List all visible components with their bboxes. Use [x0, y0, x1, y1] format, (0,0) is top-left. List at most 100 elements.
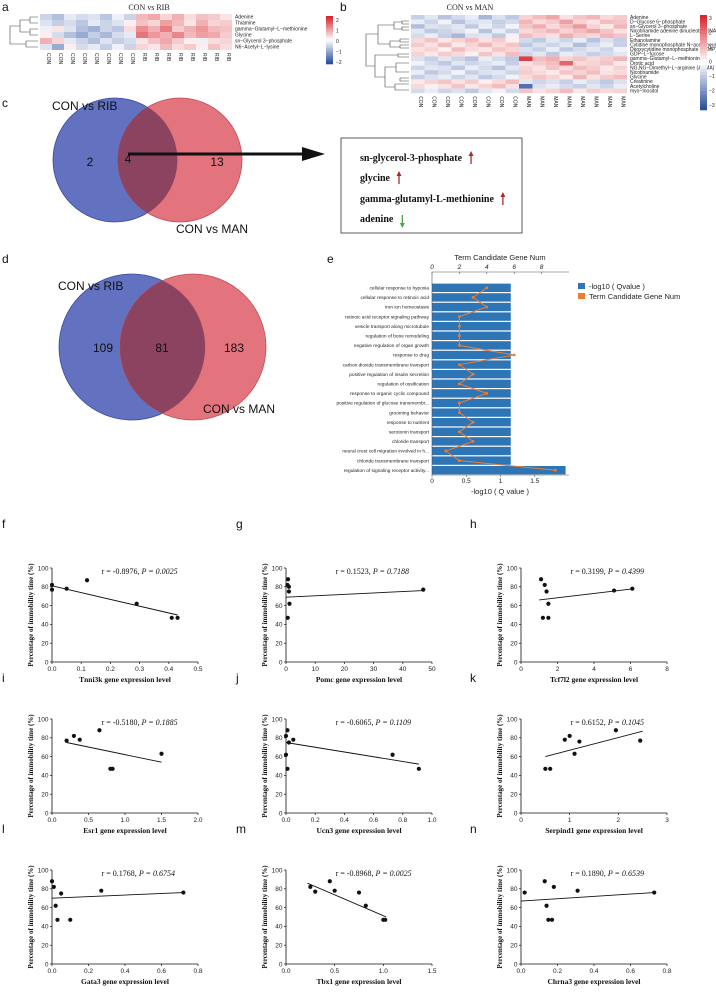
bar — [432, 312, 511, 321]
y-tick-label: 60 — [275, 603, 283, 610]
heatmap-cell — [532, 70, 546, 75]
data-point — [283, 752, 289, 757]
heatmap-cell — [505, 28, 519, 34]
y-axis-label: Percentage of immobility time (%) — [496, 563, 504, 667]
heatmap-cell — [172, 14, 184, 20]
category-label: neural crest cell migration involved in … — [342, 449, 429, 455]
y-tick-label: 60 — [275, 905, 283, 912]
heatmap-cell — [88, 14, 100, 20]
bar — [432, 466, 566, 475]
heatmap-cell — [424, 33, 438, 38]
legend-swatch-bar — [578, 283, 585, 289]
heatmap-col-label: MAN — [620, 96, 626, 108]
y-tick-label: 80 — [41, 735, 49, 742]
heatmap-cell — [573, 56, 587, 61]
heatmap-cell — [546, 65, 560, 71]
heatmap-cell — [424, 70, 438, 75]
r-value: r = -0.6065, — [336, 718, 376, 727]
heatmap-cell — [505, 15, 519, 20]
x-tick-label: 0.5 — [330, 968, 339, 975]
scatter-plot-n: 0 20 40 60 80 100 0.0 0.2 0.4 0.6 0.8 r = 0.1890, P… — [496, 865, 672, 986]
heatmap-cell — [465, 24, 479, 29]
p-value: P = 0.0025 — [140, 567, 177, 576]
category-label: cellular response to retinoic acid — [360, 295, 429, 301]
heatmap-row-label: sn−Glycerol 3−phosphate — [235, 39, 292, 45]
heatmap-cell — [451, 38, 465, 43]
heatmap-cell — [478, 79, 492, 84]
x-tick-label: 30 — [370, 666, 378, 673]
data-point — [630, 586, 635, 591]
r-value: r = -0.8968, — [336, 869, 376, 878]
heatmap-cell — [532, 42, 546, 48]
heatmap-row-label: Glycine — [630, 75, 647, 81]
heatmap-cell — [172, 44, 184, 50]
heatmap-cell — [451, 28, 465, 34]
legend-swatch — [700, 15, 707, 19]
heatmap-cell — [613, 84, 627, 89]
heatmap-cell — [52, 14, 64, 20]
x-axis-label: -log10 ( Q value ) — [471, 487, 529, 496]
panel-letter-g: g — [236, 517, 243, 531]
heatmap-cell — [465, 33, 479, 38]
category-label: vesicle transport along microtubule — [355, 324, 429, 330]
heatmap-cell — [505, 19, 519, 25]
heatmap-row-label: D−Glucose 6−phosphate — [630, 19, 686, 25]
heatmap-cell — [411, 61, 425, 66]
heatmap-col-label: MAN — [552, 96, 558, 108]
heatmap-row-label: Glycine — [235, 33, 252, 39]
heatmap-cell — [573, 88, 587, 94]
heatmap-col-label: CON — [498, 96, 504, 108]
heatmap-cell — [148, 26, 160, 32]
panel-letter-n: n — [470, 822, 477, 836]
heatmap-cell — [438, 28, 452, 34]
x-axis-label: Serpind1 gene expression level — [545, 826, 643, 835]
bar — [432, 437, 511, 446]
heatmap-cell — [411, 33, 425, 38]
heatmap-cell — [465, 88, 479, 94]
y-tick-label: 40 — [275, 622, 283, 629]
heatmap-col-label: MAN — [566, 96, 572, 108]
data-point — [99, 888, 104, 893]
heatmap-cell — [172, 20, 184, 26]
x-axis-label: Esr1 gene expression level — [83, 826, 166, 835]
venn-d-right-count: 183 — [224, 341, 244, 355]
heatmap-cell — [465, 84, 479, 89]
y-tick-label: 100 — [507, 867, 518, 874]
scatter-plot-g: 0 20 40 60 80 100 0 10 20 30 40 50 r = 0.1523, P = 0… — [261, 563, 436, 684]
heatmap-cell — [532, 84, 546, 89]
heatmap-cell — [76, 14, 88, 20]
legend-swatch — [700, 106, 707, 111]
heatmap-cell — [573, 84, 587, 89]
gene-num-point — [458, 411, 461, 414]
legend-swatch — [326, 44, 333, 47]
heatmap-cell — [478, 15, 492, 20]
heatmap-cell — [40, 38, 52, 44]
dendrogram — [365, 20, 409, 91]
heatmap-cell — [112, 38, 124, 44]
heatmap-cell — [424, 24, 438, 29]
heatmap-cell — [76, 38, 88, 44]
heatmap-cell — [196, 14, 208, 20]
bottom-tick-label: 1.5 — [530, 478, 539, 485]
bar — [432, 370, 511, 379]
heatmap-cell — [559, 47, 573, 52]
heatmap-cell — [532, 19, 546, 25]
heatmap-cell — [519, 15, 533, 20]
y-tick-label: 0 — [45, 810, 49, 817]
x-axis-label: Tnni3k gene expression level — [79, 675, 171, 684]
legend-tick: −1 — [336, 50, 342, 56]
y-axis-label: Percentage of immobility time (%) — [261, 563, 269, 667]
regression-line — [66, 742, 162, 763]
y-tick-label: 0 — [279, 961, 283, 968]
heatmap-cell — [411, 84, 425, 89]
heatmap-cell — [532, 51, 546, 57]
legend-label: Term Candidate Gene Num — [589, 292, 680, 301]
heatmap-cell — [88, 38, 100, 44]
regression-line — [51, 585, 178, 616]
legend-swatch — [700, 65, 707, 70]
legend-swatch — [326, 18, 333, 21]
legend-swatch — [700, 72, 707, 76]
heatmap-cell — [546, 38, 560, 43]
category-label: regulation of bone remodeling — [366, 334, 430, 340]
